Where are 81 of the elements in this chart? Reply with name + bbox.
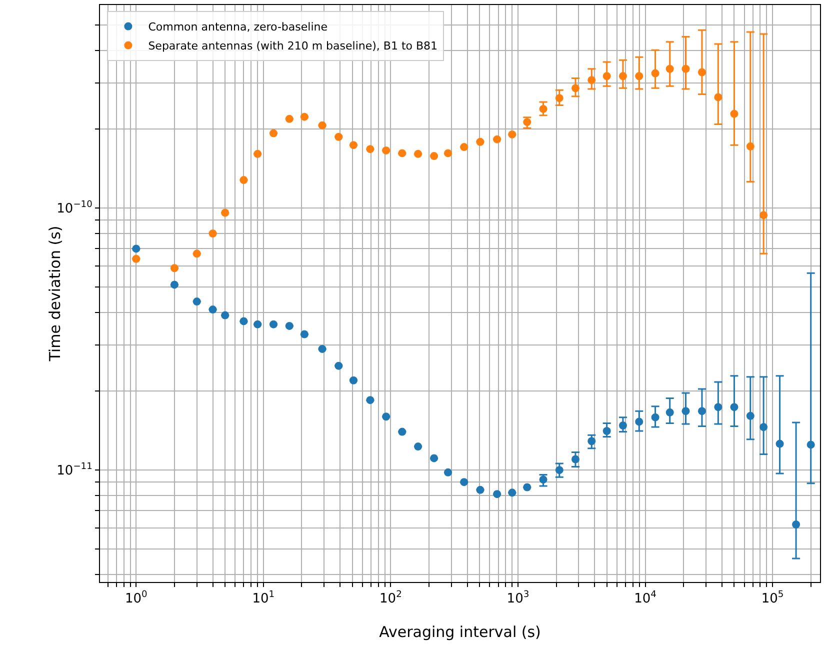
y-tick-label: 10$^{−10}$ xyxy=(56,200,93,217)
x-tick-label: 10$^{5}$ xyxy=(761,590,784,607)
point xyxy=(349,376,358,384)
point xyxy=(555,94,564,102)
point xyxy=(382,146,390,154)
point xyxy=(460,478,468,486)
point xyxy=(539,476,548,484)
point xyxy=(414,442,422,451)
point xyxy=(334,132,343,141)
point xyxy=(444,468,452,476)
point xyxy=(285,114,294,123)
y-axis-title: Time deviation (s) xyxy=(46,226,64,362)
point xyxy=(792,520,800,528)
point xyxy=(270,320,278,328)
legend-label: Separate antennas (with 210 m baseline), B1 to B81 xyxy=(148,40,438,53)
point xyxy=(714,93,722,102)
point xyxy=(318,121,326,130)
point xyxy=(430,454,438,462)
x-tick-label: 10$^{1}$ xyxy=(252,590,275,607)
point xyxy=(588,437,596,446)
point xyxy=(651,69,660,78)
point xyxy=(508,488,516,497)
point xyxy=(730,110,738,118)
point xyxy=(618,72,627,80)
point xyxy=(666,408,674,416)
point xyxy=(254,320,262,328)
point xyxy=(682,407,690,416)
point xyxy=(571,84,580,92)
point xyxy=(776,440,784,448)
point xyxy=(334,362,343,370)
point xyxy=(318,344,326,353)
point xyxy=(476,486,484,494)
x-tick-label: 10$^{4}$ xyxy=(634,590,657,607)
point xyxy=(240,317,248,326)
point xyxy=(349,141,358,150)
point xyxy=(192,250,201,258)
point xyxy=(414,150,422,158)
point xyxy=(192,298,201,306)
point xyxy=(476,138,484,146)
point xyxy=(398,149,406,158)
x-tick-label: 10$^{0}$ xyxy=(124,590,148,607)
point xyxy=(444,149,452,158)
point xyxy=(493,135,502,144)
point xyxy=(602,427,611,435)
point xyxy=(698,68,706,76)
point xyxy=(382,412,390,421)
point xyxy=(366,145,374,154)
point xyxy=(618,421,627,430)
point xyxy=(571,455,580,464)
point xyxy=(555,466,564,474)
point xyxy=(682,64,690,73)
point xyxy=(588,76,596,84)
point xyxy=(208,306,217,314)
point xyxy=(746,412,754,420)
point xyxy=(523,483,532,492)
point xyxy=(254,150,262,158)
x-axis-title: Averaging interval (s) xyxy=(379,623,541,641)
legend-label: Common antenna, zero-baseline xyxy=(148,20,328,34)
point xyxy=(398,428,406,436)
point xyxy=(366,396,374,404)
point xyxy=(698,407,706,416)
point xyxy=(635,72,644,80)
point xyxy=(208,230,217,238)
point xyxy=(714,403,722,412)
x-tick-label: 10$^{2}$ xyxy=(380,590,402,607)
point xyxy=(240,176,248,184)
point xyxy=(508,130,516,138)
point xyxy=(493,490,502,498)
point xyxy=(730,403,738,412)
point xyxy=(666,64,674,73)
point xyxy=(285,322,294,330)
point xyxy=(523,118,532,126)
point xyxy=(270,129,278,138)
x-tick-label: 10$^{3}$ xyxy=(506,590,530,607)
point xyxy=(635,418,644,426)
point xyxy=(430,152,438,160)
point xyxy=(651,413,660,422)
point xyxy=(746,142,754,150)
point xyxy=(460,143,468,152)
y-tick-label: 10$^{−11}$ xyxy=(56,462,92,479)
point xyxy=(602,72,611,80)
